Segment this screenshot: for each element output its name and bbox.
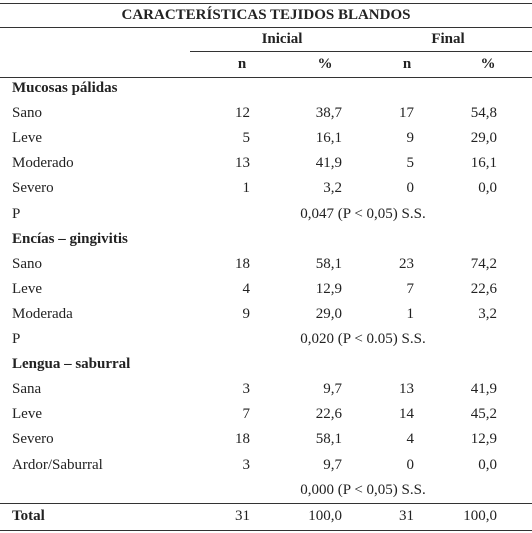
cell: 0 — [406, 456, 415, 473]
section-heading: Lengua – saburral — [12, 356, 131, 373]
rule — [0, 530, 532, 531]
rule — [0, 77, 532, 78]
row-label: Sano — [12, 255, 42, 272]
column-group: Inicial — [261, 31, 303, 47]
total-label: Total — [12, 508, 45, 524]
cell: 3,2 — [478, 305, 497, 322]
cell: 9,7 — [323, 456, 342, 473]
cell: 58,1 — [315, 431, 342, 448]
cell: 29,0 — [470, 130, 497, 147]
cell: 54,8 — [470, 105, 497, 122]
section-heading: Encías – gingivitis — [12, 230, 128, 247]
cell: 13 — [399, 381, 414, 398]
cell: 0 — [406, 180, 415, 197]
cell: 13 — [235, 155, 250, 172]
cell: 41,9 — [315, 155, 342, 172]
row-label: Severo — [12, 180, 54, 197]
rule — [190, 51, 532, 52]
total-cell: 100,0 — [308, 508, 342, 524]
cell: 12,9 — [315, 280, 342, 297]
cell: 16,1 — [315, 130, 342, 147]
cell: 14 — [399, 406, 414, 423]
row-label: Sano — [12, 105, 42, 122]
cell: 1 — [406, 305, 415, 322]
section-heading: Mucosas pálidas — [12, 80, 118, 96]
cell: 22,6 — [315, 406, 342, 423]
cell: 5 — [406, 155, 415, 172]
p-value: 0,000 (P < 0,05) S.S. — [300, 481, 426, 498]
rule — [0, 503, 532, 504]
cell: 29,0 — [315, 305, 342, 322]
cell: 7 — [242, 406, 251, 423]
row-label: Leve — [12, 280, 42, 297]
column-group: Final — [431, 31, 465, 47]
cell: 17 — [399, 105, 414, 122]
p-label: P — [12, 331, 21, 347]
cell: 12,9 — [470, 431, 497, 448]
row-label: Moderada — [12, 305, 73, 322]
row-label: Ardor/Saburral — [12, 456, 103, 473]
cell: 9 — [406, 130, 415, 147]
row-label: Sana — [12, 381, 42, 398]
row-label: Severo — [12, 431, 54, 448]
cell: 38,7 — [315, 105, 342, 122]
cell: 5 — [242, 130, 251, 147]
p-label: P — [12, 205, 21, 222]
column-header: n — [237, 56, 247, 72]
p-value: 0,020 (P < 0.05) S.S. — [300, 331, 426, 347]
p-value: 0,047 (P < 0,05) S.S. — [300, 205, 426, 222]
cell: 41,9 — [470, 381, 497, 398]
cell: 74,2 — [470, 255, 497, 272]
cell: 0,0 — [478, 180, 497, 197]
rule — [0, 27, 532, 28]
cell: 18 — [235, 255, 250, 272]
cell: 3,2 — [323, 180, 342, 197]
cell: 3 — [242, 381, 251, 398]
cell: 4 — [406, 431, 415, 448]
cell: 9,7 — [323, 381, 342, 398]
total-cell: 100,0 — [463, 508, 497, 524]
row-label: Leve — [12, 130, 42, 147]
column-header: % — [480, 56, 496, 72]
total-cell: 31 — [399, 508, 414, 524]
cell: 9 — [242, 305, 251, 322]
cell: 23 — [399, 255, 414, 272]
cell: 1 — [242, 180, 251, 197]
total-cell: 31 — [235, 508, 250, 524]
cell: 22,6 — [470, 280, 497, 297]
cell: 45,2 — [470, 406, 497, 423]
cell: 58,1 — [315, 255, 342, 272]
column-header: n — [402, 56, 412, 72]
row-label: Moderado — [12, 155, 74, 172]
column-header: % — [317, 56, 333, 72]
cell: 16,1 — [470, 155, 497, 172]
cell: 7 — [406, 280, 415, 297]
cell: 18 — [235, 431, 250, 448]
cell: 3 — [242, 456, 251, 473]
cell: 0,0 — [478, 456, 497, 473]
row-label: Leve — [12, 406, 42, 423]
cell: 12 — [235, 105, 250, 122]
table-title: CARACTERÍSTICAS TEJIDOS BLANDOS — [121, 7, 411, 23]
rule — [0, 3, 532, 4]
cell: 4 — [242, 280, 251, 297]
